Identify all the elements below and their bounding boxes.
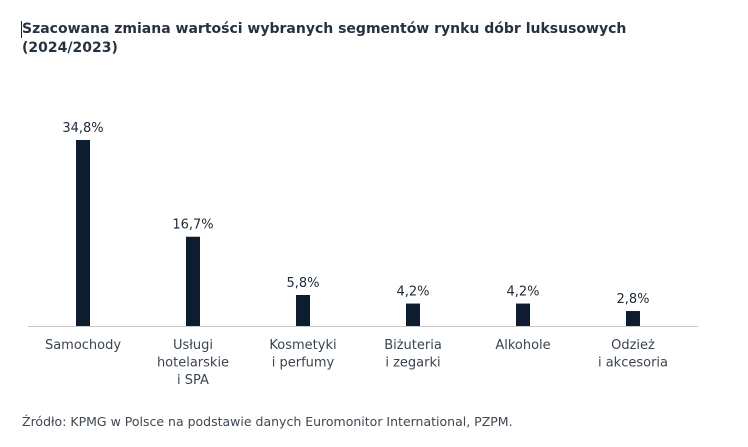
chart-title-line-2: (2024/2023) [22, 40, 118, 56]
x-tick-label: Alkohole [495, 338, 550, 353]
bar [186, 236, 200, 326]
bar [76, 140, 90, 326]
x-tick-label: hotelarskie [157, 356, 229, 371]
chart-title: Szacowana zmiana wartości wybranych segm… [21, 20, 722, 58]
chart-title-line-1: Szacowana zmiana wartości wybranych segm… [22, 21, 627, 37]
bar [406, 303, 420, 326]
data-label: 4,2% [396, 285, 429, 300]
x-tick-label: i SPA [177, 373, 209, 388]
data-label: 16,7% [172, 218, 213, 233]
x-tick-label: i perfumy [272, 356, 335, 371]
text-cursor [21, 21, 22, 38]
x-tick-label: Odzież [611, 338, 655, 353]
x-tick-label: i akcesoria [598, 356, 668, 371]
bar [626, 311, 640, 326]
data-label: 4,2% [506, 285, 539, 300]
bar [296, 295, 310, 326]
x-tick-label: i zegarki [385, 356, 440, 371]
data-label: 2,8% [616, 292, 649, 307]
x-tick-label: Usługi [173, 338, 213, 353]
x-tick-label: Samochody [45, 338, 121, 353]
x-tick-label: Kosmetyki [269, 338, 336, 353]
x-tick-label: Biżuteria [384, 338, 442, 353]
data-label: 34,8% [62, 121, 103, 136]
source-note: Źródło: KPMG w Polsce na podstawie danyc… [22, 414, 513, 429]
data-label: 5,8% [286, 276, 319, 291]
bar [516, 303, 530, 326]
